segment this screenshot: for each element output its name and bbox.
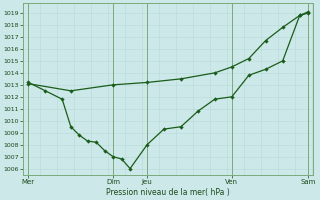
X-axis label: Pression niveau de la mer( hPa ): Pression niveau de la mer( hPa ) [106, 188, 230, 197]
